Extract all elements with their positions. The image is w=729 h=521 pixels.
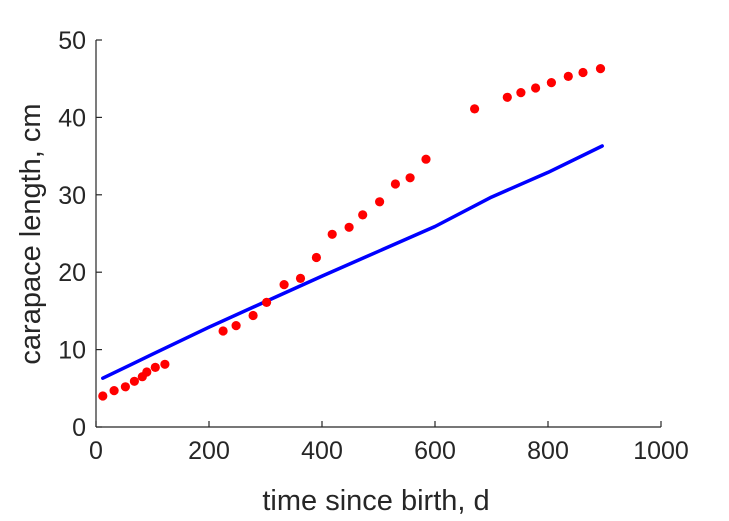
data-point <box>150 362 160 372</box>
y-ticks: 0 10 20 30 40 50 <box>58 27 102 442</box>
y-tick-label: 0 <box>72 414 86 442</box>
data-point <box>279 280 289 290</box>
x-tick-label: 600 <box>414 437 456 465</box>
data-point <box>295 273 306 283</box>
plot-area <box>98 64 606 401</box>
data-point <box>405 173 415 183</box>
data-point <box>98 391 108 401</box>
data-point <box>109 386 119 396</box>
y-tick-label: 50 <box>58 27 86 55</box>
data-point <box>375 197 385 207</box>
x-tick-label: 0 <box>89 437 103 465</box>
data-point <box>129 376 139 386</box>
y-tick-label: 20 <box>58 259 86 287</box>
data-point <box>531 83 541 93</box>
fit-curve <box>101 144 604 380</box>
data-point <box>262 297 272 307</box>
data-point <box>421 154 431 164</box>
x-ticks: 0 200 400 600 800 1000 <box>89 421 689 465</box>
data-point <box>160 359 170 369</box>
data-point <box>142 367 152 377</box>
x-axis-title: time since birth, d <box>262 485 489 517</box>
data-point <box>470 104 480 114</box>
data-point <box>311 252 321 263</box>
data-point <box>248 310 258 321</box>
data-point <box>327 229 337 239</box>
data-point <box>578 67 588 78</box>
data-point <box>358 210 368 220</box>
data-point <box>516 88 526 98</box>
data-point <box>218 326 228 336</box>
x-tick-label: 200 <box>188 437 230 465</box>
fit-line-layer <box>101 144 604 380</box>
data-point <box>231 321 241 331</box>
data-point <box>390 179 400 189</box>
x-tick-label: 400 <box>301 437 343 465</box>
axes: 0 200 400 600 800 1000 0 10 20 30 40 50 <box>58 27 689 465</box>
data-point <box>563 71 573 81</box>
x-tick-label: 800 <box>527 437 569 465</box>
y-tick-label: 10 <box>58 337 86 365</box>
x-tick-label: 1000 <box>633 437 689 465</box>
data-point <box>546 78 557 88</box>
data-point <box>595 64 606 74</box>
y-axis-title: carapace length, cm <box>15 103 47 364</box>
data-points-layer <box>98 64 606 401</box>
data-point <box>502 92 512 102</box>
data-point <box>344 222 354 232</box>
y-tick-label: 40 <box>58 104 86 132</box>
data-point <box>120 382 130 392</box>
y-tick-label: 30 <box>58 182 86 210</box>
